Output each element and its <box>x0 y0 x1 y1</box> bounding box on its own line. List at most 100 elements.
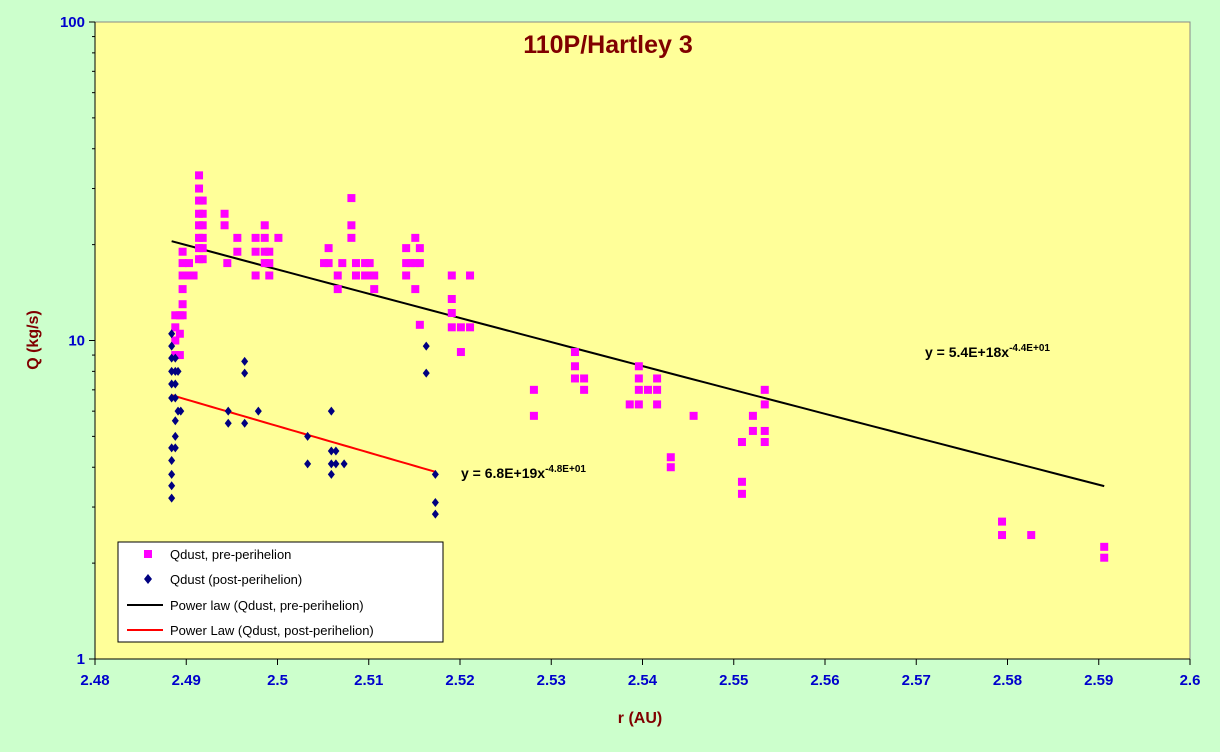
point-pre-perihelion <box>251 271 260 280</box>
point-post-perihelion <box>171 431 179 441</box>
point-post-perihelion <box>327 469 335 479</box>
legend-label-post-fit: Power Law (Qdust, post-perihelion) <box>170 623 374 638</box>
point-pre-perihelion <box>737 489 746 498</box>
point-pre-perihelion <box>347 194 356 203</box>
point-pre-perihelion <box>570 348 579 357</box>
point-pre-perihelion <box>184 259 193 268</box>
point-pre-perihelion <box>198 244 207 253</box>
point-pre-perihelion <box>260 221 269 230</box>
point-pre-perihelion <box>333 271 342 280</box>
point-pre-perihelion <box>415 244 424 253</box>
legend-label-pre-fit: Power law (Qdust, pre-perihelion) <box>170 598 364 613</box>
y-tick-label: 1 <box>77 651 85 668</box>
point-pre-perihelion <box>175 329 184 338</box>
point-pre-perihelion <box>260 247 269 256</box>
point-pre-perihelion <box>1027 531 1036 540</box>
point-pre-perihelion <box>324 259 333 268</box>
point-pre-perihelion <box>447 308 456 317</box>
point-post-perihelion <box>177 406 185 416</box>
point-pre-perihelion <box>265 259 274 268</box>
point-post-perihelion <box>327 459 335 469</box>
point-pre-perihelion <box>580 385 589 394</box>
point-post-perihelion <box>168 393 176 403</box>
point-post-perihelion <box>168 353 176 363</box>
point-pre-perihelion <box>198 209 207 218</box>
point-pre-perihelion <box>402 244 411 253</box>
point-post-perihelion <box>332 446 340 456</box>
point-pre-perihelion <box>737 477 746 486</box>
pre-perihelion-equation: y = 5.4E+18x-4.4E+01 <box>925 343 1050 360</box>
point-pre-perihelion <box>198 233 207 242</box>
point-pre-perihelion <box>570 374 579 383</box>
point-pre-perihelion <box>748 426 757 435</box>
point-pre-perihelion <box>415 259 424 268</box>
point-post-perihelion <box>168 481 176 491</box>
pre-perihelion-equation-base: y = 5.4E+18x <box>925 344 1009 360</box>
point-pre-perihelion <box>580 374 589 383</box>
point-pre-perihelion <box>760 438 769 447</box>
point-pre-perihelion <box>760 385 769 394</box>
point-pre-perihelion <box>653 400 662 409</box>
legend-marker-pre <box>144 550 152 558</box>
point-pre-perihelion <box>760 400 769 409</box>
point-pre-perihelion <box>653 374 662 383</box>
point-pre-perihelion <box>265 271 274 280</box>
point-post-perihelion <box>168 366 176 376</box>
point-pre-perihelion <box>447 323 456 332</box>
point-pre-perihelion <box>251 233 260 242</box>
post-perihelion-equation-base: y = 6.8E+19x <box>461 465 545 481</box>
point-pre-perihelion <box>666 453 675 462</box>
point-pre-perihelion <box>529 411 538 420</box>
x-tick-label: 2.6 <box>1180 672 1201 689</box>
point-pre-perihelion <box>447 294 456 303</box>
point-pre-perihelion <box>456 323 465 332</box>
legend-marker-post <box>144 574 152 584</box>
point-pre-perihelion <box>171 323 180 332</box>
point-pre-perihelion <box>466 271 475 280</box>
point-post-perihelion <box>168 379 176 389</box>
x-tick-label: 2.5 <box>267 672 288 689</box>
point-pre-perihelion <box>333 285 342 294</box>
point-post-perihelion <box>327 446 335 456</box>
point-post-perihelion <box>168 443 176 453</box>
y-tick-label: 100 <box>60 14 85 31</box>
point-pre-perihelion <box>643 385 652 394</box>
point-pre-perihelion <box>748 411 757 420</box>
y-tick-label: 10 <box>68 333 85 350</box>
point-post-perihelion <box>254 406 262 416</box>
point-post-perihelion <box>174 366 182 376</box>
x-tick-label: 2.57 <box>902 672 931 689</box>
point-pre-perihelion <box>274 233 283 242</box>
point-pre-perihelion <box>415 320 424 329</box>
point-pre-perihelion <box>189 271 198 280</box>
point-pre-perihelion <box>625 400 634 409</box>
point-pre-perihelion <box>198 221 207 230</box>
point-post-perihelion <box>224 418 232 428</box>
point-post-perihelion <box>422 368 430 378</box>
point-pre-perihelion <box>351 259 360 268</box>
point-post-perihelion <box>332 459 340 469</box>
point-pre-perihelion <box>265 247 274 256</box>
point-pre-perihelion <box>689 411 698 420</box>
x-tick-label: 2.49 <box>172 672 201 689</box>
x-tick-label: 2.54 <box>628 672 658 689</box>
point-post-perihelion <box>171 353 179 363</box>
point-pre-perihelion <box>634 385 643 394</box>
point-pre-perihelion <box>320 259 329 268</box>
point-pre-perihelion <box>466 323 475 332</box>
point-pre-perihelion <box>338 259 347 268</box>
point-pre-perihelion <box>456 348 465 357</box>
point-pre-perihelion <box>260 233 269 242</box>
point-pre-perihelion <box>198 255 207 264</box>
point-post-perihelion <box>431 498 439 508</box>
x-tick-label: 2.58 <box>993 672 1022 689</box>
x-tick-label: 2.53 <box>537 672 566 689</box>
point-pre-perihelion <box>998 531 1007 540</box>
point-pre-perihelion <box>223 259 232 268</box>
point-post-perihelion <box>340 459 348 469</box>
point-pre-perihelion <box>178 311 187 320</box>
point-pre-perihelion <box>402 271 411 280</box>
point-pre-perihelion <box>324 244 333 253</box>
point-pre-perihelion <box>402 259 411 268</box>
point-pre-perihelion <box>178 285 187 294</box>
